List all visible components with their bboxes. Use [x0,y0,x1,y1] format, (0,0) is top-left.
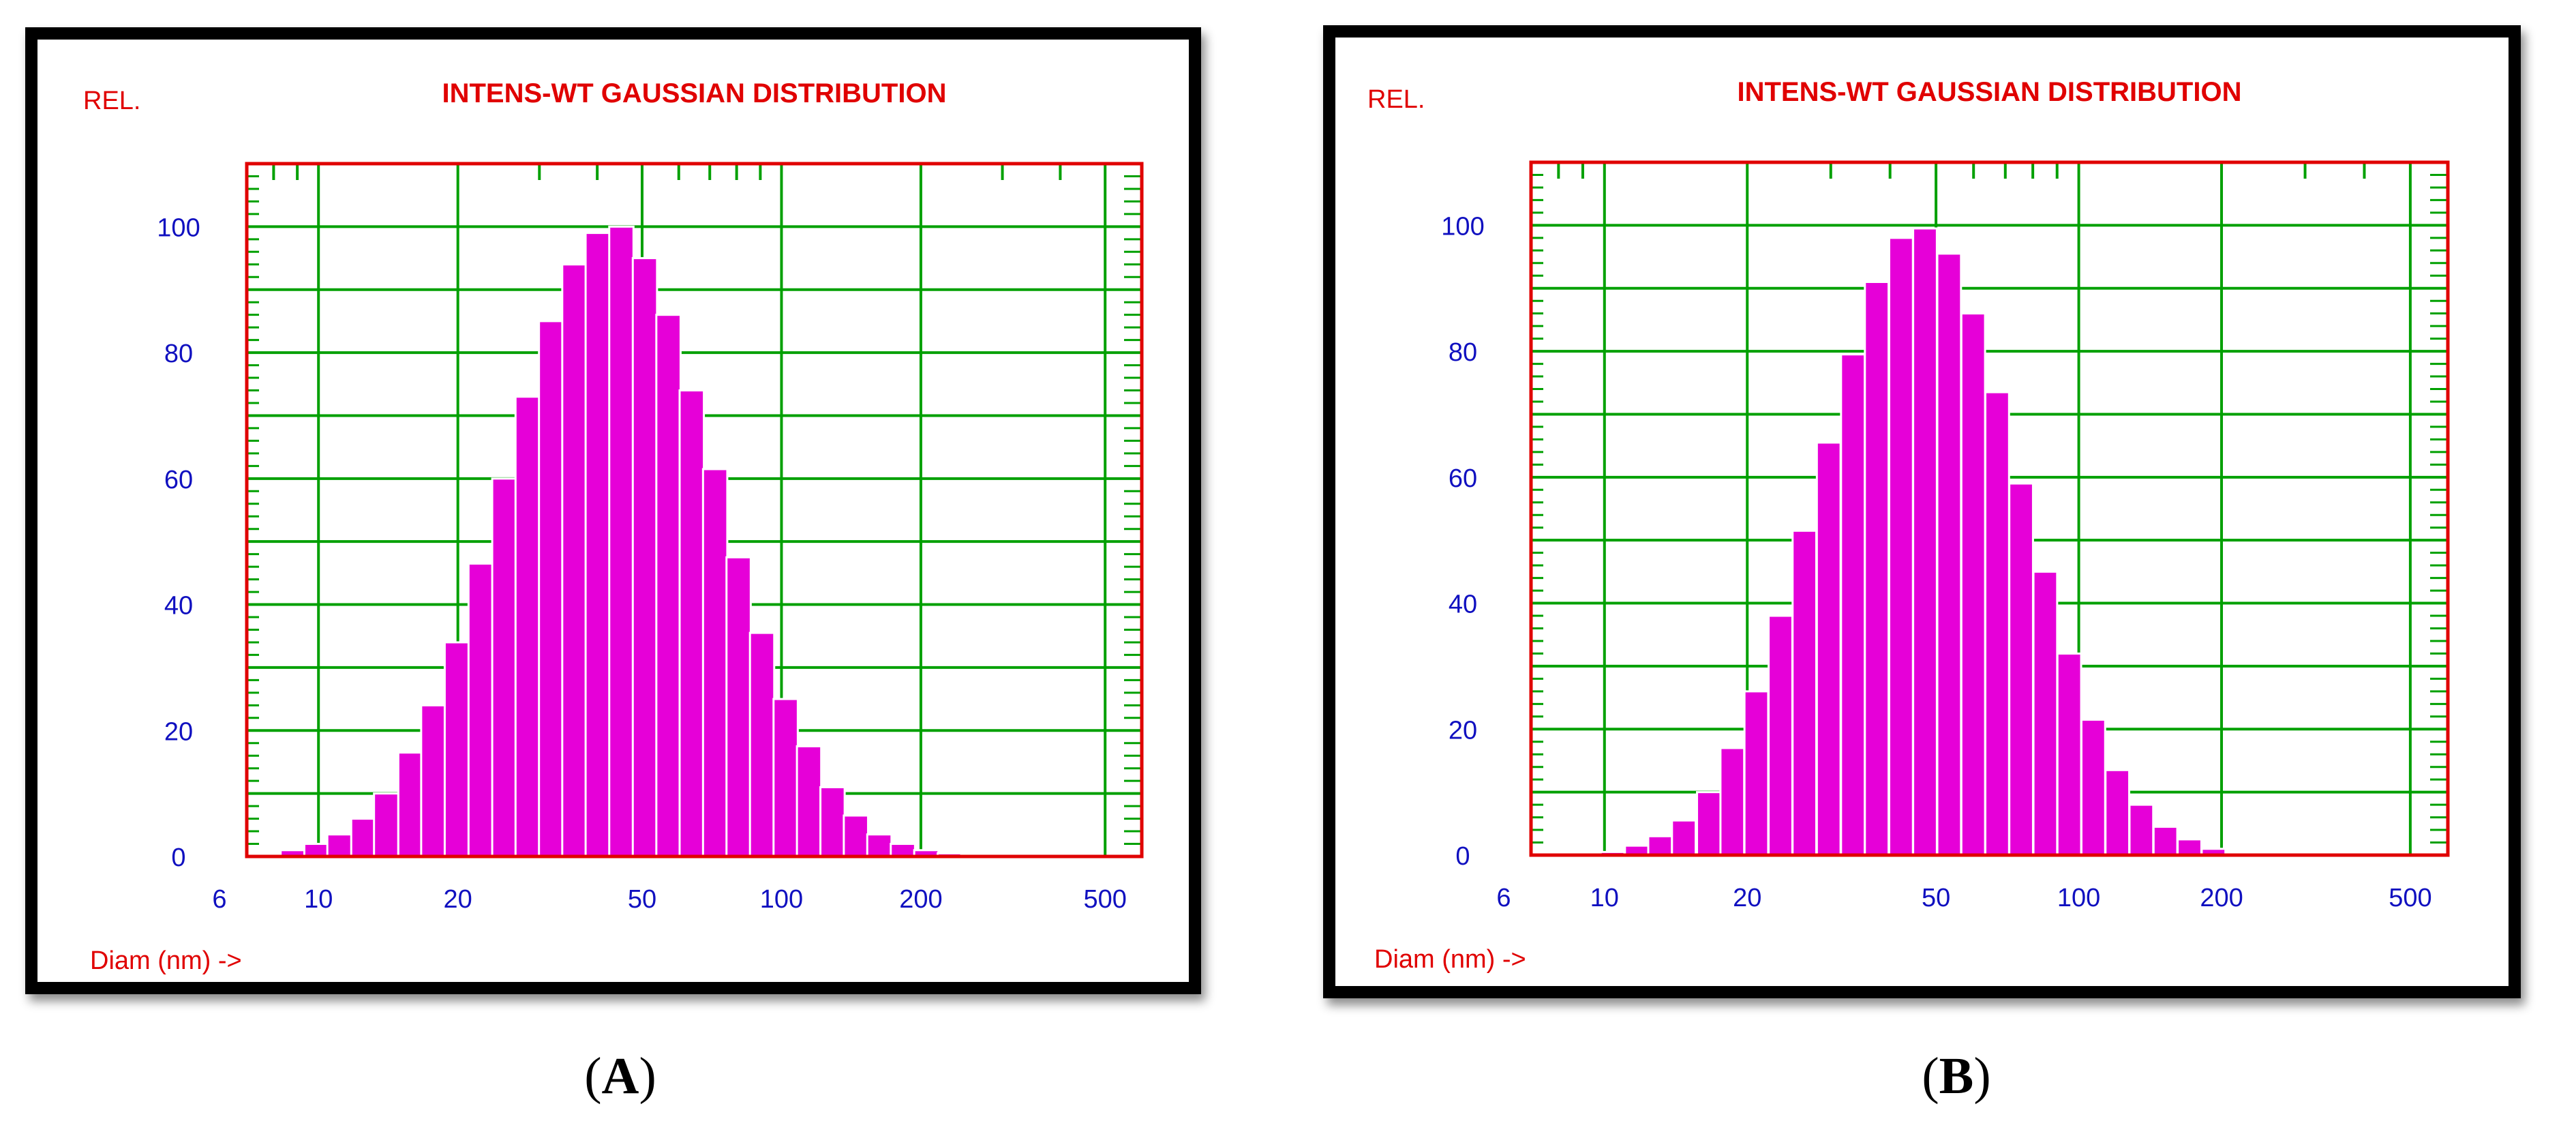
chart-b-y-tick-label: 0 [1455,842,1470,871]
chart-b-plot-frame [1529,160,2450,857]
chart-b-bar [2032,570,2059,856]
chart-a-y-tick-label: 100 [157,213,200,242]
chart-a-bar [491,477,518,858]
chart-b-bar [2104,769,2131,856]
chart-a-y-tick-label: 60 [164,466,193,494]
chart-a-bar [467,563,494,858]
chart-a-bar [772,698,799,858]
chart-b-x-tick-label: 50 [1922,884,1950,912]
chart-a-x-axis-label: Diam (nm) -> [90,946,242,975]
chart-b-bar [1864,280,1890,856]
chart-a-bar [608,225,635,858]
chart-a-bar [866,833,893,858]
chart-a-bar [326,833,353,858]
chart-panel-b: 0 20 40 60 80 100 6 10 20 50 100 200 500 INTENS-WT GA… [1323,25,2521,998]
chart-b-x-tick-label: 6 [1496,884,1511,912]
chart-b-bar [1719,747,1746,856]
chart-a-y-axis-label: REL. [83,87,140,115]
chart-b-bar [2080,718,2106,856]
chart-panel-a: 0 20 40 60 80 100 6 10 20 50 100 200 500 INTENS-WT GA… [25,27,1201,994]
chart-a-bar [819,786,846,858]
chart-b-x-tick-label: 200 [2200,884,2243,912]
chart-b-x-tick-label: 10 [1590,884,1619,912]
chart-b-bar [1960,312,1986,856]
chart-a-y-tick-label: 80 [164,340,193,368]
chart-b-bar [1936,252,1963,856]
chart-b-x-tick-label: 500 [2389,884,2431,912]
chart-a-bar [584,232,611,858]
chart-a-x-tick-label: 6 [212,885,226,914]
chart-a-bar [795,745,823,858]
chart-b-y-tick-label: 80 [1449,338,1477,367]
chart-b-bar [1815,441,1842,856]
chart-a-x-tick-label: 500 [1084,885,1127,914]
chart-a-x-tick-label: 20 [444,885,472,914]
chart-b-bar [1743,690,1770,856]
chart-a-title: INTENS-WT GAUSSIAN DISTRIBUTION [442,78,947,108]
chart-a-y-tick-label: 20 [164,717,193,746]
chart-b-bar [2056,652,2082,856]
chart-b-bar [1912,227,1938,856]
chart-b-y-axis-label: REL. [1367,85,1425,114]
chart-a-bar [890,843,916,858]
chart-a-x-tick-label: 50 [628,885,656,914]
chart-b-bar [1840,353,1866,856]
chart-a-bar [538,320,564,858]
chart-a-bar [420,704,446,858]
chart-a-bar [443,641,470,858]
chart-b-bar [1888,237,1914,856]
chart-a-bar [561,263,588,858]
chart-b-y-tick-label: 20 [1449,716,1477,745]
chart-a-x-tick-label: 10 [304,885,333,914]
chart-a-bar [373,792,399,858]
chart-a-bar [655,314,682,858]
chart-b-bar [2152,825,2179,856]
chart-b-x-tick-label: 100 [2057,884,2100,912]
chart-b-bar [1671,819,1697,856]
chart-b-x-tick-label: 20 [1733,884,1761,912]
chart-a-bar [701,468,729,858]
chart-a-bar [397,751,424,858]
chart-b-bar [1984,391,2010,856]
chart-b-bar [2128,803,2155,856]
chart-b-bar [1647,835,1673,856]
chart-b-title: INTENS-WT GAUSSIAN DISTRIBUTION [1738,77,2242,107]
chart-b-bar [2177,838,2202,856]
chart-a-y-tick-label: 0 [171,844,185,872]
chart-a-bar [725,556,752,858]
chart-b-bar [1696,791,1722,856]
chart-a-y-tick-label: 40 [164,592,193,621]
chart-a-bar [350,818,377,858]
chart-a-bar [678,389,706,858]
chart-a-bar [631,257,658,858]
chart-b: 0 20 40 60 80 100 6 10 20 50 100 200 500 INTENS-WT GA… [1367,77,2450,974]
chart-b-bar [1791,529,1818,856]
chart-a-x-tick-label: 100 [760,885,803,914]
panel-label-b: (B) [1922,1047,1991,1105]
chart-a-bar [843,814,869,858]
chart-a-x-tick-label: 200 [899,885,942,914]
chart-b-y-tick-label: 40 [1449,591,1477,619]
chart-a-plot-frame [245,162,1144,859]
chart-a-bar [748,631,776,858]
chart-b-y-tick-label: 60 [1449,464,1477,493]
chart-a-bar [303,843,330,858]
chart-b-y-tick-label: 100 [1441,212,1484,241]
chart-b-bar [2008,482,2034,856]
chart-a: 0 20 40 60 80 100 6 10 20 50 100 200 500 INTENS-WT GA… [83,78,1144,975]
chart-a-bar [514,396,541,858]
chart-b-bar [1768,614,1793,856]
chart-b-x-axis-label: Diam (nm) -> [1374,945,1526,974]
panel-label-a: (A) [584,1047,656,1105]
